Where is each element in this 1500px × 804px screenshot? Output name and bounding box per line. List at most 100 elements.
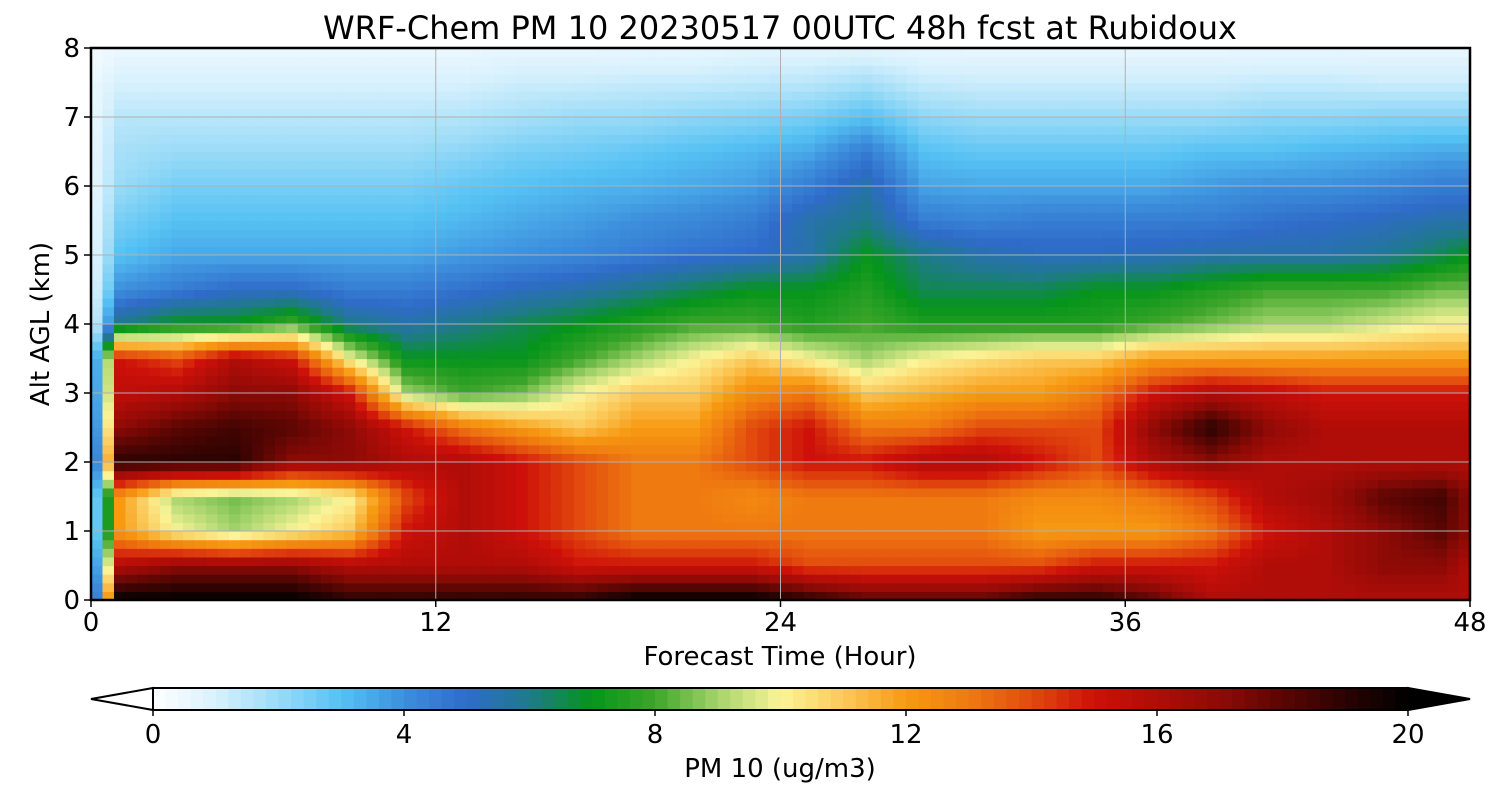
heatmap-cell <box>125 56 138 66</box>
heatmap-cell <box>769 289 782 299</box>
heatmap-cell <box>619 82 632 92</box>
heatmap-cell <box>929 56 942 66</box>
heatmap-cell <box>309 462 322 472</box>
heatmap-cell <box>677 315 690 325</box>
heatmap-cell <box>447 151 460 161</box>
heatmap-cell <box>113 393 127 403</box>
heatmap-cell <box>274 168 287 178</box>
heatmap-cell <box>918 160 931 170</box>
heatmap-cell <box>757 160 770 170</box>
heatmap-cell <box>309 298 322 308</box>
heatmap-cell <box>240 56 253 66</box>
heatmap-cell <box>619 582 632 592</box>
heatmap-cell <box>182 410 196 420</box>
heatmap-cell <box>412 496 425 506</box>
heatmap-cell <box>906 99 919 109</box>
heatmap-cell <box>527 418 540 429</box>
heatmap-cell <box>263 91 276 101</box>
heatmap-cell <box>113 591 127 601</box>
heatmap-cell <box>734 117 747 127</box>
heatmap-cell <box>757 548 770 558</box>
heatmap-cell <box>780 177 793 187</box>
heatmap-cell <box>527 453 540 463</box>
heatmap-cell <box>251 73 264 84</box>
heatmap-cell <box>872 496 885 506</box>
heatmap-cell <box>159 65 173 75</box>
heatmap-cell <box>228 160 241 170</box>
heatmap-cell <box>458 332 471 342</box>
heatmap-cell <box>102 125 115 135</box>
heatmap-cell <box>217 177 230 187</box>
heatmap-cell <box>734 591 747 601</box>
heatmap-cell <box>447 470 460 480</box>
heatmap-cell <box>286 229 299 239</box>
heatmap-cell <box>619 462 632 472</box>
heatmap-cell <box>573 427 586 437</box>
heatmap-cell <box>608 263 621 273</box>
heatmap-cell <box>355 470 368 480</box>
heatmap-cell <box>746 151 759 161</box>
heatmap-cell <box>159 565 173 575</box>
heatmap-cell <box>849 298 862 308</box>
heatmap-cell <box>619 522 632 532</box>
heatmap-cell <box>159 151 173 161</box>
heatmap-cell <box>723 582 736 592</box>
heatmap-cell <box>642 298 655 308</box>
heatmap-cell <box>562 496 575 506</box>
heatmap-cell <box>516 367 529 377</box>
heatmap-cell <box>458 479 471 489</box>
heatmap-cell <box>757 298 770 308</box>
heatmap-cell <box>631 539 644 549</box>
heatmap-cell <box>975 280 988 291</box>
heatmap-cell <box>757 56 770 66</box>
heatmap-cell <box>964 134 977 144</box>
heatmap-cell <box>757 531 770 541</box>
heatmap-cell <box>389 548 402 558</box>
heatmap-cell <box>91 56 104 66</box>
heatmap-cell <box>481 470 494 480</box>
heatmap-cell <box>837 73 851 84</box>
heatmap-cell <box>435 263 448 273</box>
heatmap-cell <box>872 56 885 66</box>
heatmap-cell <box>803 246 816 256</box>
heatmap-cell <box>274 315 287 325</box>
heatmap-cell <box>355 298 368 308</box>
heatmap-cell <box>516 91 529 101</box>
heatmap-cell <box>906 341 919 351</box>
heatmap-cell <box>814 160 828 170</box>
heatmap-cell <box>171 332 184 342</box>
heatmap-cell <box>332 229 345 239</box>
heatmap-cell <box>136 186 150 196</box>
heatmap-cell <box>171 160 184 170</box>
heatmap-cell <box>562 444 575 454</box>
heatmap-cell <box>952 479 965 489</box>
heatmap-cell <box>654 151 667 161</box>
heatmap-cell <box>148 298 161 308</box>
heatmap-cell <box>240 565 253 575</box>
heatmap-cell <box>378 410 391 420</box>
heatmap-cell <box>194 186 207 196</box>
heatmap-cell <box>539 401 552 411</box>
heatmap-cell <box>596 375 609 385</box>
heatmap-cell <box>228 531 241 541</box>
heatmap-cell <box>826 358 839 368</box>
heatmap-cell <box>895 427 908 437</box>
heatmap-cell <box>205 82 219 92</box>
heatmap-cell <box>424 496 437 506</box>
heatmap-cell <box>527 134 540 144</box>
heatmap-cell <box>447 341 460 351</box>
heatmap-cell <box>378 393 391 403</box>
heatmap-cell <box>975 160 988 170</box>
heatmap-cell <box>964 462 977 472</box>
heatmap-cell <box>435 65 448 75</box>
heatmap-cell <box>941 505 954 515</box>
heatmap-cell <box>952 418 965 429</box>
heatmap-cell <box>481 272 494 282</box>
heatmap-cell <box>791 324 805 334</box>
heatmap-cell <box>194 151 207 161</box>
heatmap-cell <box>217 272 230 282</box>
heatmap-cell <box>837 108 851 118</box>
heatmap-cell <box>102 255 115 265</box>
heatmap-cell <box>297 393 310 403</box>
heatmap-cell <box>860 470 874 480</box>
